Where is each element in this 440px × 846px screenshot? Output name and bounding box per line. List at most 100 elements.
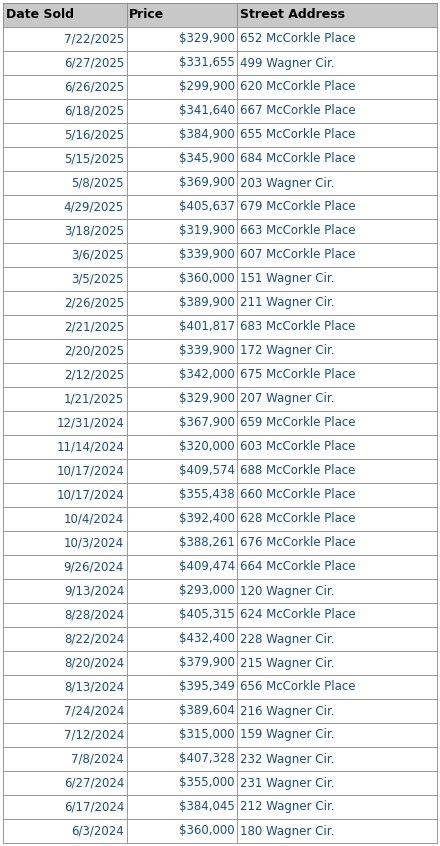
Bar: [127, 747, 237, 771]
Text: $320,000: $320,000: [179, 441, 235, 453]
Bar: [127, 819, 237, 843]
Bar: [3, 195, 127, 219]
Text: 1/21/2025: 1/21/2025: [64, 393, 124, 405]
Text: 3/18/2025: 3/18/2025: [64, 224, 124, 238]
Text: 499 Wagner Cir.: 499 Wagner Cir.: [240, 57, 335, 69]
Text: $360,000: $360,000: [179, 825, 235, 838]
Bar: [127, 267, 237, 291]
Bar: [237, 483, 437, 507]
Text: $409,574: $409,574: [179, 464, 235, 477]
Bar: [237, 267, 437, 291]
Bar: [3, 27, 127, 51]
Bar: [127, 171, 237, 195]
Text: 2/12/2025: 2/12/2025: [64, 369, 124, 382]
Text: 232 Wagner Cir.: 232 Wagner Cir.: [240, 752, 334, 766]
Bar: [127, 675, 237, 699]
Bar: [3, 507, 127, 531]
Bar: [127, 339, 237, 363]
Bar: [3, 699, 127, 723]
Bar: [127, 603, 237, 627]
Bar: [127, 27, 237, 51]
Text: 9/26/2024: 9/26/2024: [64, 561, 124, 574]
Bar: [127, 627, 237, 651]
Text: 180 Wagner Cir.: 180 Wagner Cir.: [240, 825, 334, 838]
Bar: [127, 723, 237, 747]
Text: 216 Wagner Cir.: 216 Wagner Cir.: [240, 705, 335, 717]
Text: 3/6/2025: 3/6/2025: [71, 249, 124, 261]
Text: 659 McCorkle Place: 659 McCorkle Place: [240, 416, 356, 430]
Bar: [237, 75, 437, 99]
Text: 663 McCorkle Place: 663 McCorkle Place: [240, 224, 356, 238]
Bar: [127, 147, 237, 171]
Text: 675 McCorkle Place: 675 McCorkle Place: [240, 369, 356, 382]
Text: 6/3/2024: 6/3/2024: [71, 825, 124, 838]
Bar: [127, 3, 237, 27]
Text: Price: Price: [129, 8, 165, 21]
Bar: [237, 3, 437, 27]
Text: $339,900: $339,900: [179, 344, 235, 358]
Text: 2/20/2025: 2/20/2025: [64, 344, 124, 358]
Bar: [237, 291, 437, 315]
Bar: [3, 771, 127, 795]
Text: $405,637: $405,637: [179, 201, 235, 213]
Bar: [3, 291, 127, 315]
Bar: [237, 315, 437, 339]
Bar: [237, 51, 437, 75]
Text: $384,045: $384,045: [179, 800, 235, 814]
Text: Date Sold: Date Sold: [6, 8, 73, 21]
Text: 10/4/2024: 10/4/2024: [64, 513, 124, 525]
Text: $389,900: $389,900: [179, 296, 235, 310]
Bar: [3, 147, 127, 171]
Bar: [237, 363, 437, 387]
Bar: [127, 363, 237, 387]
Text: 207 Wagner Cir.: 207 Wagner Cir.: [240, 393, 334, 405]
Text: $401,817: $401,817: [179, 321, 235, 333]
Text: $405,315: $405,315: [179, 608, 235, 622]
Bar: [127, 699, 237, 723]
Text: $355,438: $355,438: [179, 488, 235, 502]
Text: $339,900: $339,900: [179, 249, 235, 261]
Text: 7/24/2024: 7/24/2024: [64, 705, 124, 717]
Text: 8/22/2024: 8/22/2024: [64, 633, 124, 645]
Bar: [237, 99, 437, 123]
Bar: [237, 339, 437, 363]
Text: 215 Wagner Cir.: 215 Wagner Cir.: [240, 656, 334, 669]
Text: $299,900: $299,900: [179, 80, 235, 94]
Bar: [127, 651, 237, 675]
Bar: [237, 675, 437, 699]
Bar: [3, 243, 127, 267]
Text: $388,261: $388,261: [179, 536, 235, 550]
Bar: [3, 627, 127, 651]
Bar: [237, 723, 437, 747]
Bar: [3, 75, 127, 99]
Bar: [127, 507, 237, 531]
Text: 683 McCorkle Place: 683 McCorkle Place: [240, 321, 356, 333]
Text: 7/8/2024: 7/8/2024: [71, 752, 124, 766]
Text: 228 Wagner Cir.: 228 Wagner Cir.: [240, 633, 334, 645]
Text: 10/17/2024: 10/17/2024: [56, 488, 124, 502]
Bar: [3, 459, 127, 483]
Bar: [127, 771, 237, 795]
Text: $355,000: $355,000: [179, 777, 235, 789]
Bar: [127, 435, 237, 459]
Bar: [127, 99, 237, 123]
Text: 6/27/2024: 6/27/2024: [64, 777, 124, 789]
Bar: [3, 819, 127, 843]
Bar: [237, 411, 437, 435]
Text: $409,474: $409,474: [179, 561, 235, 574]
Text: 2/21/2025: 2/21/2025: [64, 321, 124, 333]
Text: 7/22/2025: 7/22/2025: [64, 32, 124, 46]
Bar: [237, 651, 437, 675]
Text: 652 McCorkle Place: 652 McCorkle Place: [240, 32, 356, 46]
Bar: [3, 651, 127, 675]
Text: Street Address: Street Address: [240, 8, 345, 21]
Text: 624 McCorkle Place: 624 McCorkle Place: [240, 608, 356, 622]
Bar: [127, 531, 237, 555]
Text: $319,900: $319,900: [179, 224, 235, 238]
Text: 10/3/2024: 10/3/2024: [64, 536, 124, 550]
Text: $432,400: $432,400: [179, 633, 235, 645]
Bar: [237, 747, 437, 771]
Text: $293,000: $293,000: [179, 585, 235, 597]
Text: 12/31/2024: 12/31/2024: [56, 416, 124, 430]
Text: 8/13/2024: 8/13/2024: [64, 680, 124, 694]
